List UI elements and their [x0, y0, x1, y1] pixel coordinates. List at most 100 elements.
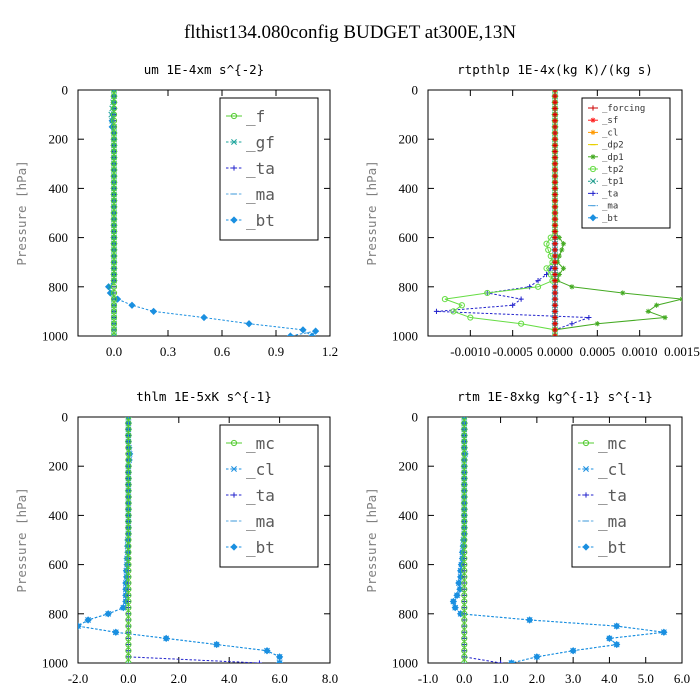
data-point — [125, 530, 132, 537]
y-tick-label: 1000 — [42, 329, 68, 344]
data-point — [110, 252, 118, 260]
data-point — [543, 265, 550, 272]
data-point — [552, 167, 558, 173]
data-point — [552, 105, 558, 112]
y-tick-label: 600 — [399, 230, 419, 245]
y-axis-label: Pressure [hPa] — [14, 487, 29, 592]
legend-marker — [582, 439, 590, 447]
x-tick-label: 5.0 — [638, 671, 654, 686]
data-point — [552, 148, 558, 155]
legend-marker — [590, 154, 596, 160]
series-layer — [433, 90, 682, 336]
panel-title: thlm 1E-5xK s^{-1} — [136, 389, 271, 404]
data-point — [552, 93, 558, 99]
data-point — [461, 426, 468, 433]
legend-label: _bt — [246, 538, 275, 557]
y-tick-label: 200 — [49, 132, 69, 147]
data-point — [461, 438, 468, 445]
y-tick-label: 800 — [49, 606, 69, 621]
legend-label: _dp1 — [602, 153, 624, 163]
data-point — [552, 112, 558, 118]
data-point — [110, 93, 118, 100]
data-point — [556, 271, 562, 278]
data-point — [461, 561, 468, 568]
legend-marker — [231, 492, 237, 498]
data-point — [461, 647, 468, 654]
y-tick-label: 1000 — [392, 656, 418, 671]
data-point — [125, 420, 132, 427]
data-point — [533, 653, 540, 660]
data-point — [110, 173, 118, 180]
series-ta — [461, 417, 504, 663]
data-point — [507, 659, 516, 663]
data-point — [110, 105, 118, 112]
x-tick-label: 0.0005 — [579, 344, 615, 359]
data-point — [125, 561, 132, 568]
legend-marker — [230, 216, 238, 224]
data-point — [461, 432, 468, 439]
data-point — [125, 567, 132, 574]
legend-marker — [230, 543, 238, 551]
y-tick-label: 600 — [49, 230, 69, 245]
series-layer — [104, 90, 320, 336]
y-axis-label: Pressure [hPa] — [364, 487, 379, 592]
data-point — [552, 247, 558, 253]
y-tick-label: 800 — [399, 606, 419, 621]
legend-marker — [590, 190, 596, 196]
data-point — [125, 659, 132, 663]
data-point — [125, 518, 132, 525]
data-point — [110, 191, 118, 198]
y-tick-label: 0 — [412, 410, 419, 425]
data-point — [552, 99, 558, 105]
data-point — [586, 314, 592, 321]
data-point — [110, 148, 118, 155]
data-point — [484, 289, 491, 297]
data-point — [110, 271, 118, 278]
data-point — [110, 289, 118, 297]
series-line — [436, 90, 590, 336]
data-point — [552, 228, 558, 235]
x-tick-label: 3.0 — [565, 671, 581, 686]
y-tick-label: 200 — [399, 132, 419, 147]
data-point — [461, 567, 468, 574]
data-point — [128, 301, 136, 309]
data-point — [535, 278, 541, 284]
data-point — [645, 308, 651, 314]
data-point — [245, 320, 253, 328]
legend-label: _ta — [246, 159, 275, 178]
data-point — [433, 308, 440, 314]
y-tick-label: 0 — [62, 83, 69, 98]
data-point — [569, 321, 575, 327]
data-point — [552, 265, 558, 271]
data-point — [125, 586, 132, 593]
data-point — [552, 314, 558, 321]
data-point — [552, 321, 558, 327]
data-point — [461, 417, 468, 421]
data-point — [552, 333, 558, 336]
series-line — [463, 417, 501, 663]
data-point — [560, 265, 567, 271]
data-point — [461, 469, 468, 476]
y-tick-label: 0 — [62, 410, 69, 425]
data-point — [552, 259, 558, 265]
data-point — [125, 506, 132, 513]
x-tick-label: -0.0005 — [493, 344, 533, 359]
data-point — [518, 320, 525, 327]
chart-panel-4: rtm 1E-8xkg kg^{-1} s^{-1} Pressure [hPa]… — [364, 389, 690, 686]
data-point — [125, 524, 132, 531]
data-point — [163, 635, 170, 642]
data-point — [552, 235, 558, 241]
data-point — [461, 512, 468, 519]
y-tick-label: 1000 — [42, 656, 68, 671]
data-point — [441, 296, 449, 303]
data-point — [125, 475, 132, 482]
data-point — [110, 166, 118, 174]
data-point — [455, 580, 462, 587]
legend-marker — [590, 178, 596, 185]
y-axis-label: Pressure [hPa] — [364, 160, 379, 265]
data-point — [461, 604, 468, 611]
data-point — [125, 573, 132, 581]
data-point — [552, 118, 558, 124]
data-point — [552, 271, 558, 278]
